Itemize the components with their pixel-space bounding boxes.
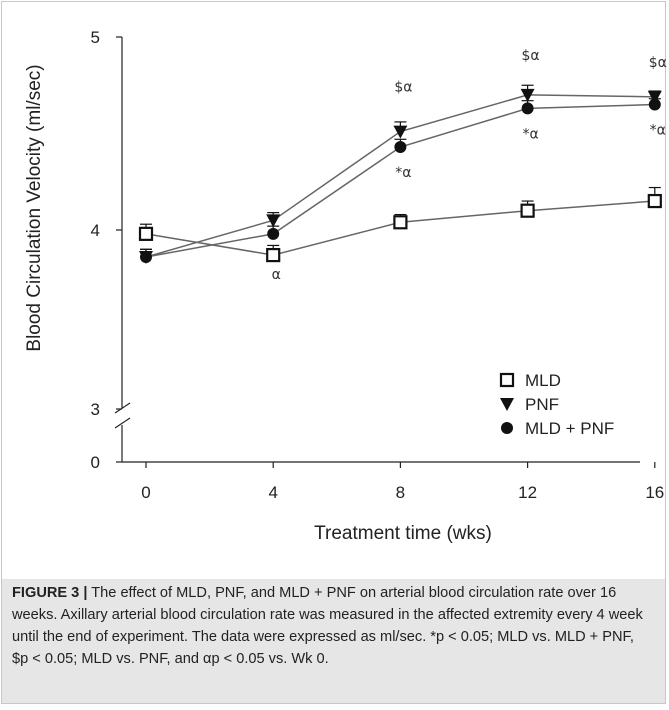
caption-text: The effect of MLD, PNF, and MLD + PNF on…: [12, 585, 643, 667]
data-point: [138, 226, 154, 241]
data-point: [267, 227, 280, 240]
y-axis-title: Blood Circulation Velocity (ml/sec): [24, 64, 45, 351]
data-point: [520, 203, 535, 218]
data-point: [393, 125, 408, 139]
x-tick-label: 8: [396, 483, 405, 502]
y-tick-label: 3: [91, 400, 100, 419]
data-point: [647, 90, 662, 104]
data-point: [394, 141, 407, 154]
y-tick-label: 5: [91, 28, 100, 47]
y-axis-break-mark: [114, 417, 131, 429]
data-point: [647, 193, 662, 209]
chart-svg: 3 4 5 0 0 4 8 12 16 Treatment time (wks) Blood Cir…: [24, 28, 667, 544]
figure-caption: FIGURE 3 | The effect of MLD, PNF, and M…: [12, 582, 652, 670]
axes: 3 4 5 0 0 4 8 12 16 Treatment time (wks) Blood Cir…: [24, 28, 664, 544]
legend-marker: [499, 372, 515, 388]
legend-marker: [501, 422, 513, 434]
data-point: [393, 215, 408, 230]
significance-annotation: *α: [650, 123, 666, 139]
x-axis-title: Treatment time (wks): [314, 523, 492, 544]
significance-annotation: $α: [649, 55, 667, 71]
data-point: [140, 251, 152, 264]
legend: MLD PNF MLD + PNF: [499, 371, 614, 438]
legend-label: MLD: [525, 371, 561, 390]
data-point: [266, 214, 281, 228]
x-tick-label: 12: [518, 483, 537, 502]
data-point: [266, 247, 281, 263]
data-point: [648, 98, 661, 111]
legend-label: MLD + PNF: [525, 419, 614, 438]
caption-label: FIGURE 3 |: [12, 585, 88, 601]
annotations: α $α *α $α *α $α *α: [272, 48, 667, 283]
significance-annotation: α: [272, 267, 281, 283]
markers: [138, 88, 662, 265]
significance-annotation: *α: [395, 165, 411, 181]
x-tick-label: 16: [645, 483, 664, 502]
y-axis-break-mark: [114, 402, 131, 414]
y-tick-label: 0: [91, 453, 100, 472]
significance-annotation: $α: [522, 48, 540, 64]
significance-annotation: $α: [394, 80, 412, 96]
caption-box: [2, 579, 665, 703]
y-tick-label: 4: [91, 221, 100, 240]
legend-label: PNF: [525, 395, 559, 414]
x-tick-label: 0: [141, 483, 150, 502]
data-point: [520, 88, 535, 102]
x-tick-label: 4: [268, 483, 277, 502]
significance-annotation: *α: [522, 126, 538, 142]
data-point: [521, 102, 534, 115]
legend-marker: [500, 398, 514, 411]
